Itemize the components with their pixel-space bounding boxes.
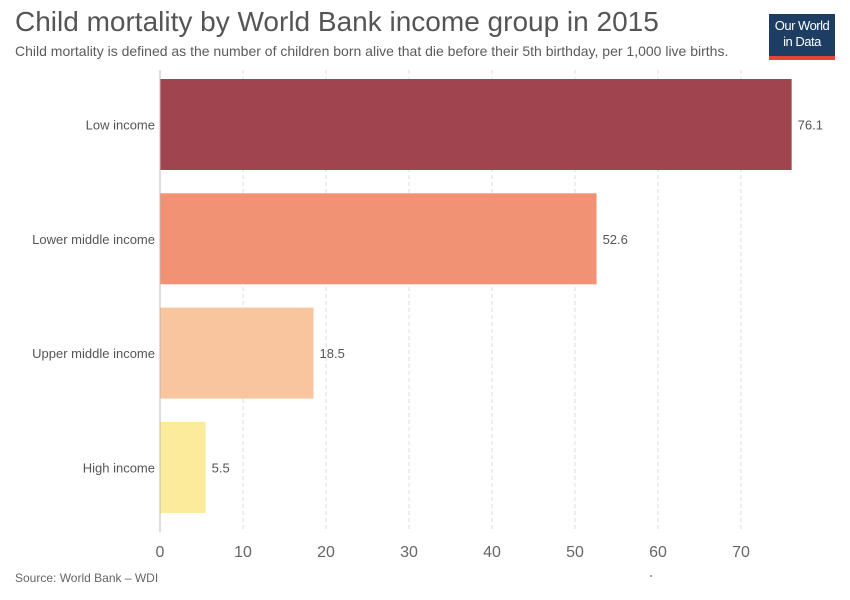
- chart-title: Child mortality by World Bank income gro…: [15, 6, 659, 37]
- category-label: Lower middle income: [32, 232, 155, 247]
- value-label: 76.1: [798, 118, 823, 133]
- bar[interactable]: [160, 307, 314, 399]
- value-label: 52.6: [603, 232, 628, 247]
- x-tick-label: 0: [156, 544, 165, 561]
- logo-line-2: in Data: [783, 34, 821, 49]
- owid-logo[interactable]: Our World in Data: [769, 14, 835, 60]
- decorative-dot: [650, 575, 652, 577]
- bar[interactable]: [160, 79, 792, 170]
- logo-line-1: Our World: [774, 18, 830, 33]
- x-tick-label: 30: [400, 544, 418, 561]
- bar[interactable]: [160, 421, 206, 513]
- category-label: Upper middle income: [32, 346, 155, 361]
- category-label: High income: [83, 460, 155, 475]
- x-tick-label: 40: [483, 544, 501, 561]
- category-label: Low income: [86, 118, 155, 133]
- x-tick-label: 60: [649, 544, 667, 561]
- value-label: 18.5: [320, 346, 345, 361]
- x-tick-label: 70: [732, 544, 750, 561]
- value-label: 5.5: [212, 460, 230, 475]
- x-tick-label: 10: [234, 544, 252, 561]
- x-tick-label: 50: [566, 544, 584, 561]
- source-note: Source: World Bank – WDI: [15, 571, 159, 585]
- bar[interactable]: [160, 193, 597, 285]
- x-tick-label: 20: [317, 544, 335, 561]
- chart-subtitle: Child mortality is defined as the number…: [15, 43, 729, 59]
